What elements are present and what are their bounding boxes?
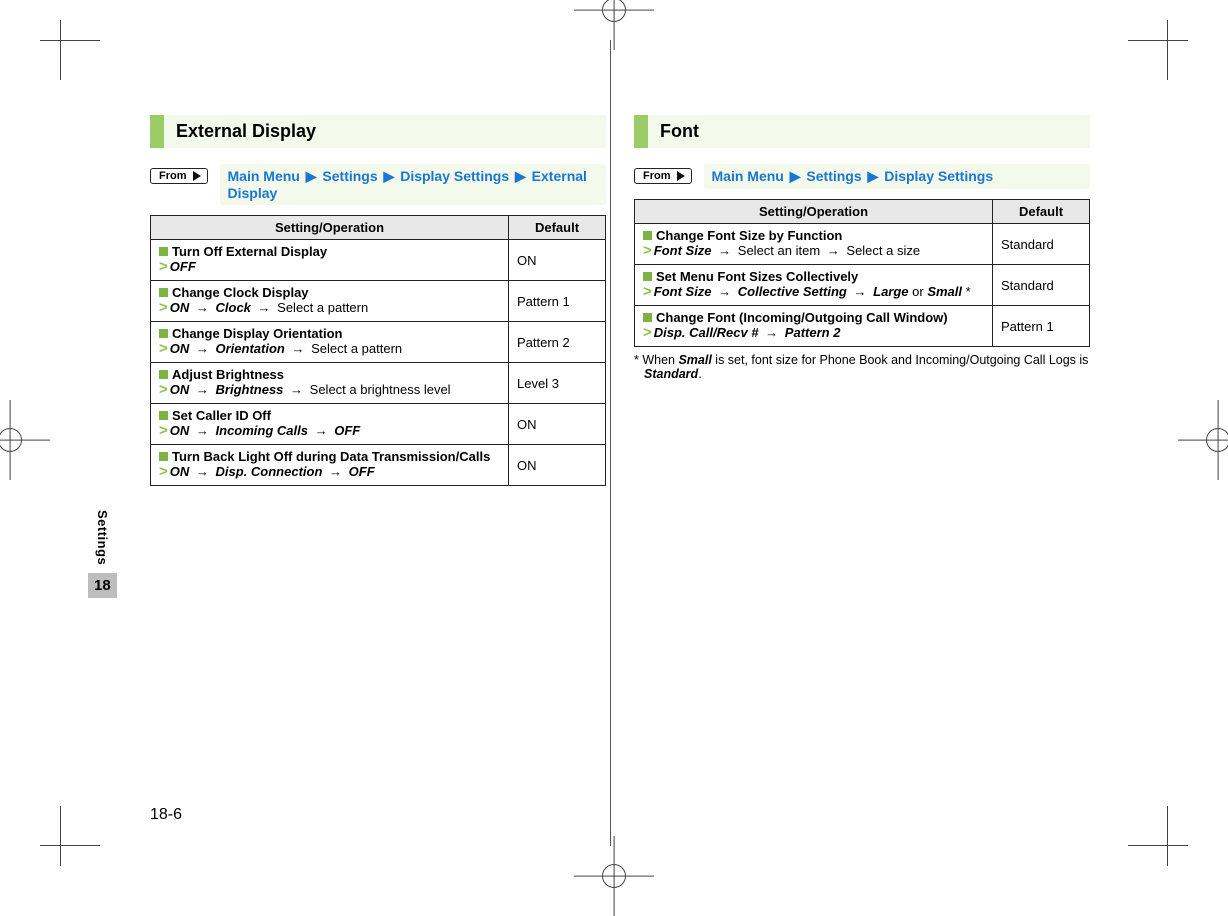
section-title-text: Font: [648, 115, 1090, 148]
registration-mark: [574, 836, 654, 916]
from-arrow-icon: [677, 171, 685, 181]
crop-mark: [40, 20, 100, 80]
setting-cell: Change Font (Incoming/Outgoing Call Wind…: [635, 306, 993, 347]
col-setting: Setting/Operation: [151, 216, 509, 240]
manual-page: Settings 18 External Display From Main M…: [0, 0, 1228, 886]
table-row: Turn Off External Display>OFFON: [151, 240, 606, 281]
footnote: * When Small is set, font size for Phone…: [634, 353, 1090, 381]
crop-mark: [1128, 806, 1188, 866]
default-cell: Pattern 2: [509, 322, 606, 363]
table-row: Set Menu Font Sizes Collectively>Font Si…: [635, 265, 1090, 306]
crop-mark: [40, 806, 100, 866]
from-badge: From: [634, 168, 692, 184]
setting-cell: Change Display Orientation>ON → Orientat…: [151, 322, 509, 363]
setting-cell: Adjust Brightness>ON → Brightness → Sele…: [151, 363, 509, 404]
side-tab: Settings 18: [88, 510, 117, 598]
path-right: Main Menu ▶ Settings ▶ Display Settings: [704, 164, 1091, 189]
default-cell: ON: [509, 240, 606, 281]
content-area: External Display From Main Menu ▶ Settin…: [150, 115, 1090, 486]
setting-cell: Turn Back Light Off during Data Transmis…: [151, 445, 509, 486]
default-cell: Pattern 1: [993, 306, 1090, 347]
table-row: Change Font Size by Function>Font Size →…: [635, 224, 1090, 265]
default-cell: ON: [509, 404, 606, 445]
table-row: Change Clock Display>ON → Clock → Select…: [151, 281, 606, 322]
path-left: Main Menu ▶ Settings ▶ Display Settings …: [220, 164, 607, 205]
table-row: Change Font (Incoming/Outgoing Call Wind…: [635, 306, 1090, 347]
from-label: From: [643, 170, 671, 182]
settings-table-right: Setting/Operation Default Change Font Si…: [634, 199, 1090, 347]
table-row: Adjust Brightness>ON → Brightness → Sele…: [151, 363, 606, 404]
from-arrow-icon: [193, 171, 201, 181]
section-title-left: External Display: [150, 115, 606, 148]
default-cell: Standard: [993, 224, 1090, 265]
right-column: Font From Main Menu ▶ Settings ▶ Display…: [634, 115, 1090, 486]
title-bar: [634, 115, 648, 148]
from-label: From: [159, 170, 187, 182]
col-default: Default: [509, 216, 606, 240]
setting-cell: Change Font Size by Function>Font Size →…: [635, 224, 993, 265]
setting-cell: Set Menu Font Sizes Collectively>Font Si…: [635, 265, 993, 306]
setting-cell: Change Clock Display>ON → Clock → Select…: [151, 281, 509, 322]
breadcrumb-right: From Main Menu ▶ Settings ▶ Display Sett…: [634, 164, 1090, 189]
section-title-right: Font: [634, 115, 1090, 148]
left-column: External Display From Main Menu ▶ Settin…: [150, 115, 606, 486]
table-row: Turn Back Light Off during Data Transmis…: [151, 445, 606, 486]
page-number: 18-6: [150, 806, 182, 824]
registration-mark: [0, 400, 50, 480]
default-cell: Level 3: [509, 363, 606, 404]
side-tab-chapter: 18: [88, 573, 117, 598]
col-default: Default: [993, 200, 1090, 224]
side-tab-label: Settings: [95, 510, 110, 565]
settings-table-left: Setting/Operation Default Turn Off Exter…: [150, 215, 606, 486]
from-badge: From: [150, 168, 208, 184]
title-bar: [150, 115, 164, 148]
default-cell: ON: [509, 445, 606, 486]
registration-mark: [1178, 400, 1228, 480]
breadcrumb-left: From Main Menu ▶ Settings ▶ Display Sett…: [150, 164, 606, 205]
section-title-text: External Display: [164, 115, 606, 148]
default-cell: Standard: [993, 265, 1090, 306]
registration-mark: [574, 0, 654, 50]
col-setting: Setting/Operation: [635, 200, 993, 224]
table-row: Change Display Orientation>ON → Orientat…: [151, 322, 606, 363]
table-row: Set Caller ID Off>ON → Incoming Calls → …: [151, 404, 606, 445]
default-cell: Pattern 1: [509, 281, 606, 322]
crop-mark: [1128, 20, 1188, 80]
setting-cell: Set Caller ID Off>ON → Incoming Calls → …: [151, 404, 509, 445]
setting-cell: Turn Off External Display>OFF: [151, 240, 509, 281]
